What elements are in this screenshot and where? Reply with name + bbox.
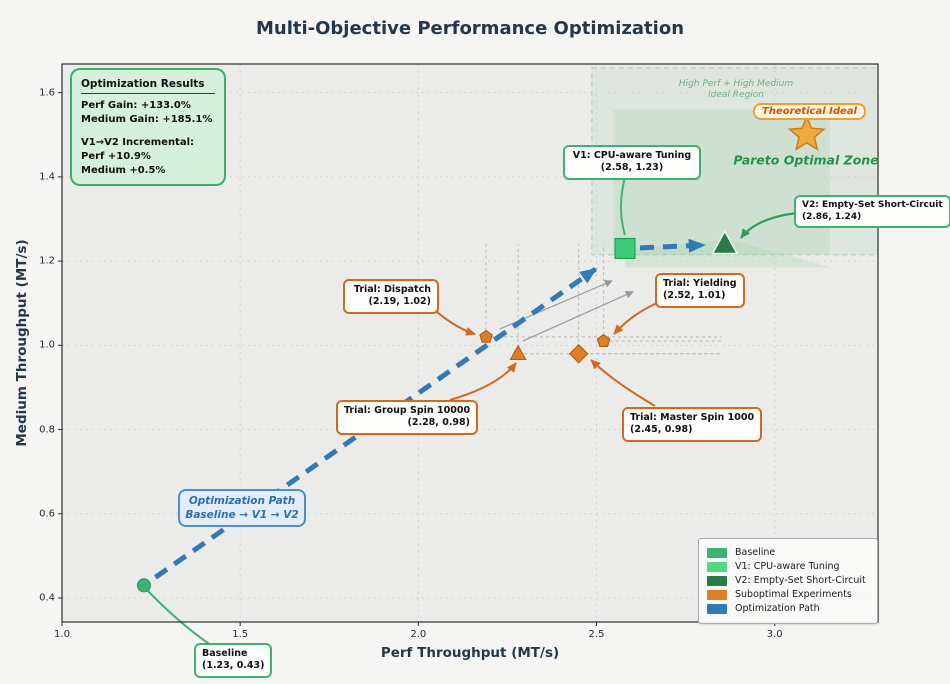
annotation-baseline: Baseline (1.23, 0.43)	[194, 643, 273, 678]
leader-master-spin	[590, 359, 656, 407]
point-trial-master-spin-1000	[568, 343, 589, 364]
annotation-v2: V2: Empty-Set Short-Circuit (2.86, 1.24)	[794, 195, 950, 229]
point-theoretical-ideal	[787, 114, 826, 151]
axes-spines	[61, 63, 879, 623]
optimization-path-segment	[639, 238, 706, 253]
legend-item-v1: V1: CPU-aware Tuning	[707, 561, 869, 574]
y-tick-label: 0.8	[39, 424, 55, 436]
leader-baseline	[146, 589, 213, 647]
legend-swatch-v1	[707, 561, 727, 572]
results-medium-gain: Medium Gain: +185.1%	[81, 114, 213, 126]
legend-item-suboptimal: Suboptimal Experiments	[707, 589, 869, 602]
x-tick-label: 1.0	[54, 629, 70, 640]
y-tick-label: 1.6	[39, 87, 55, 99]
point-v1-cpu-aware-tuning	[614, 237, 636, 260]
point-v2-empty-set-short-circuit	[711, 229, 739, 255]
legend-swatch-baseline	[707, 547, 727, 558]
point-trial-yielding	[596, 333, 611, 347]
optimization-path-segment	[153, 267, 598, 580]
results-title: Optimization Results	[81, 78, 205, 90]
improvement-arrow	[522, 291, 634, 342]
legend-swatch-v2	[707, 575, 727, 586]
ideal-region-label: High Perf + High Medium Ideal Region	[678, 79, 794, 101]
annotation-yielding: Trial: Yielding (2.52, 1.01)	[655, 273, 745, 308]
x-tick-label: 1.5	[232, 629, 249, 640]
x-axis-label: Perf Throughput (MT/s)	[380, 645, 560, 661]
legend: Baseline V1: CPU-aware Tuning V2: Empty-…	[698, 538, 878, 624]
y-tick-label: 0.4	[39, 592, 55, 604]
results-incremental-perf: Perf +10.9%	[81, 150, 151, 162]
point-trial-group-spin-10000	[509, 344, 527, 361]
legend-swatch-suboptimal	[707, 589, 727, 600]
y-tick-label: 0.6	[39, 508, 55, 520]
annotation-v1: V1: CPU-aware Tuning (2.58, 1.23)	[563, 145, 701, 180]
pareto-optimal-zone-label: Pareto Optimal Zone	[733, 152, 879, 168]
y-axis-label: Medium Throughput (MT/s)	[14, 239, 30, 447]
point-baseline	[136, 578, 152, 593]
legend-item-optimization-path: Optimization Path	[707, 603, 869, 616]
optimization-path-label: Optimization Path Baseline → V1 → V2	[178, 489, 306, 528]
theoretical-ideal-label: Theoretical Ideal	[753, 103, 866, 120]
results-divider	[81, 93, 215, 95]
annotation-group-spin: Trial: Group Spin 10000 (2.28, 0.98)	[336, 400, 478, 435]
results-perf-gain: Perf Gain: +133.0%	[81, 100, 191, 112]
x-tick-label: 3.0	[766, 629, 783, 640]
leader-v2	[740, 211, 798, 239]
point-trial-dispatch	[479, 329, 493, 343]
chart-title: Multi-Objective Performance Optimization	[255, 18, 685, 39]
x-tick-label: 2.0	[410, 629, 427, 640]
leader-v1	[620, 176, 626, 236]
annotation-leader-lines	[146, 176, 798, 647]
legend-swatch-optimization-path	[707, 603, 727, 614]
x-tick-label: 2.5	[588, 629, 605, 640]
legend-item-baseline: Baseline	[707, 547, 869, 560]
y-tick-label: 1.4	[39, 171, 55, 183]
y-tick-label: 1.0	[39, 339, 55, 351]
results-incremental-header: V1→V2 Incremental:	[81, 137, 195, 149]
results-incremental-medium: Medium +0.5%	[81, 164, 166, 176]
leader-group-spin	[449, 362, 517, 401]
annotation-dispatch: Trial: Dispatch (2.19, 1.02)	[343, 279, 439, 314]
annotation-master-spin: Trial: Master Spin 1000 (2.45, 0.98)	[622, 407, 763, 442]
y-tick-label: 1.2	[39, 255, 55, 267]
optimization-results-box: Optimization Results Perf Gain: +133.0% …	[70, 68, 226, 187]
legend-item-v2: V2: Empty-Set Short-Circuit	[707, 575, 869, 588]
